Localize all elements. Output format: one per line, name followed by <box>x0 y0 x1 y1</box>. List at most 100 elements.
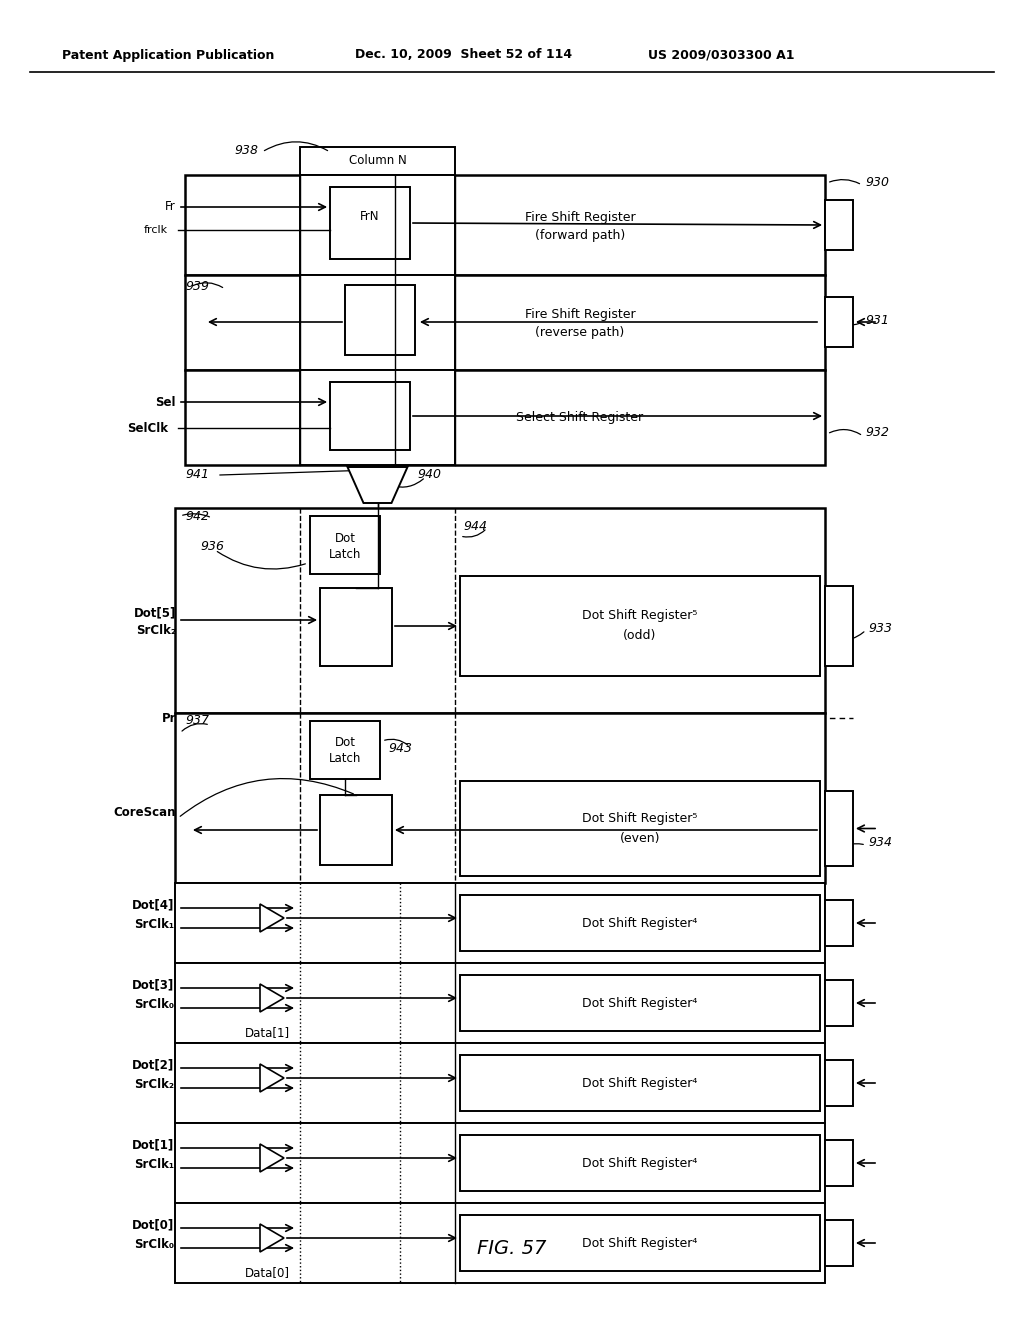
Text: 944: 944 <box>463 520 487 532</box>
Text: Dot Shift Register⁵: Dot Shift Register⁵ <box>583 812 697 825</box>
Text: Dot Shift Register⁴: Dot Shift Register⁴ <box>583 997 697 1010</box>
Bar <box>185 176 825 275</box>
Text: SrClk₂: SrClk₂ <box>134 1078 174 1092</box>
Bar <box>300 147 455 176</box>
Text: (forward path): (forward path) <box>535 228 625 242</box>
Bar <box>175 883 825 964</box>
Text: SrClk₁: SrClk₁ <box>134 919 174 932</box>
Bar <box>310 516 380 574</box>
Text: SelClk: SelClk <box>127 421 168 434</box>
Bar <box>460 1135 820 1191</box>
Polygon shape <box>260 983 284 1012</box>
Bar <box>825 1220 853 1266</box>
Bar <box>460 576 820 676</box>
Bar <box>345 285 415 355</box>
Text: 934: 934 <box>868 837 892 850</box>
Polygon shape <box>260 1224 284 1251</box>
Text: Dot Shift Register⁴: Dot Shift Register⁴ <box>583 1237 697 1250</box>
Bar <box>825 1060 853 1106</box>
Bar <box>825 1140 853 1185</box>
Text: 933: 933 <box>868 622 892 635</box>
Text: 930: 930 <box>865 177 889 190</box>
Text: (reverse path): (reverse path) <box>536 326 625 339</box>
Polygon shape <box>260 1144 284 1172</box>
Text: US 2009/0303300 A1: US 2009/0303300 A1 <box>648 49 795 62</box>
Text: Dot Shift Register⁴: Dot Shift Register⁴ <box>583 916 697 929</box>
Text: FrN: FrN <box>360 210 380 223</box>
Bar <box>175 1043 825 1123</box>
Text: Latch: Latch <box>329 752 361 766</box>
Bar <box>460 975 820 1031</box>
Text: 940: 940 <box>418 469 441 482</box>
Text: CoreScan: CoreScan <box>114 807 176 820</box>
Text: 941: 941 <box>185 469 209 482</box>
Bar <box>825 201 853 249</box>
Text: Dot Shift Register⁴: Dot Shift Register⁴ <box>583 1156 697 1170</box>
Text: frclk: frclk <box>144 224 168 235</box>
Text: Fire Shift Register: Fire Shift Register <box>524 210 635 223</box>
Text: 932: 932 <box>865 425 889 438</box>
Bar <box>175 508 825 713</box>
Text: Dot[4]: Dot[4] <box>132 899 174 912</box>
Polygon shape <box>347 467 408 503</box>
Bar <box>310 721 380 779</box>
Bar <box>175 713 825 883</box>
Text: Dot[1]: Dot[1] <box>132 1138 174 1151</box>
Bar <box>460 1055 820 1111</box>
Bar <box>319 795 392 865</box>
Text: Fire Shift Register: Fire Shift Register <box>524 308 635 321</box>
Text: SrClk₀: SrClk₀ <box>134 1238 174 1251</box>
Polygon shape <box>260 904 284 932</box>
Text: Patent Application Publication: Patent Application Publication <box>62 49 274 62</box>
Polygon shape <box>260 1064 284 1092</box>
Bar <box>825 900 853 946</box>
Text: FIG. 57: FIG. 57 <box>477 1238 547 1258</box>
Text: 931: 931 <box>865 314 889 326</box>
Text: SrClk₀: SrClk₀ <box>134 998 174 1011</box>
Text: SrClk₂: SrClk₂ <box>136 623 176 636</box>
Text: Dot: Dot <box>335 737 355 750</box>
Text: Sel: Sel <box>156 396 176 408</box>
Text: 938: 938 <box>234 144 258 157</box>
Bar <box>175 1123 825 1203</box>
Text: Dot[2]: Dot[2] <box>132 1059 174 1072</box>
Text: Dot[0]: Dot[0] <box>132 1218 174 1232</box>
Text: Latch: Latch <box>329 548 361 561</box>
Bar <box>825 791 853 866</box>
Bar <box>330 187 410 259</box>
Bar <box>460 1214 820 1271</box>
Bar <box>460 895 820 950</box>
Text: Select Shift Register: Select Shift Register <box>516 411 643 424</box>
Text: Dot Shift Register⁴: Dot Shift Register⁴ <box>583 1077 697 1089</box>
Bar <box>300 370 455 465</box>
Bar <box>460 781 820 876</box>
Text: 936: 936 <box>200 540 224 553</box>
Text: 942: 942 <box>185 510 209 523</box>
Bar <box>175 1203 825 1283</box>
Bar <box>825 586 853 667</box>
Text: 943: 943 <box>388 742 412 755</box>
Text: (odd): (odd) <box>624 630 656 643</box>
Text: Dot: Dot <box>335 532 355 544</box>
Bar <box>319 587 392 667</box>
Bar <box>175 964 825 1043</box>
Text: (even): (even) <box>620 832 660 845</box>
Text: Data[1]: Data[1] <box>245 1027 290 1040</box>
Text: Column N: Column N <box>348 154 407 168</box>
Text: Dot[3]: Dot[3] <box>132 978 174 991</box>
Text: Dot Shift Register⁵: Dot Shift Register⁵ <box>583 610 697 623</box>
Bar <box>185 370 825 465</box>
Bar <box>185 275 825 370</box>
Text: 939: 939 <box>185 281 209 293</box>
Text: Dec. 10, 2009  Sheet 52 of 114: Dec. 10, 2009 Sheet 52 of 114 <box>355 49 572 62</box>
Bar <box>300 176 455 275</box>
Bar <box>330 381 410 450</box>
Bar <box>300 275 455 370</box>
Text: Dot[5]: Dot[5] <box>133 606 176 619</box>
Text: Pr: Pr <box>162 711 176 725</box>
Text: Data[0]: Data[0] <box>245 1266 290 1279</box>
Text: Fr: Fr <box>165 201 176 214</box>
Bar <box>825 979 853 1026</box>
Bar <box>825 297 853 347</box>
Text: SrClk₁: SrClk₁ <box>134 1159 174 1172</box>
